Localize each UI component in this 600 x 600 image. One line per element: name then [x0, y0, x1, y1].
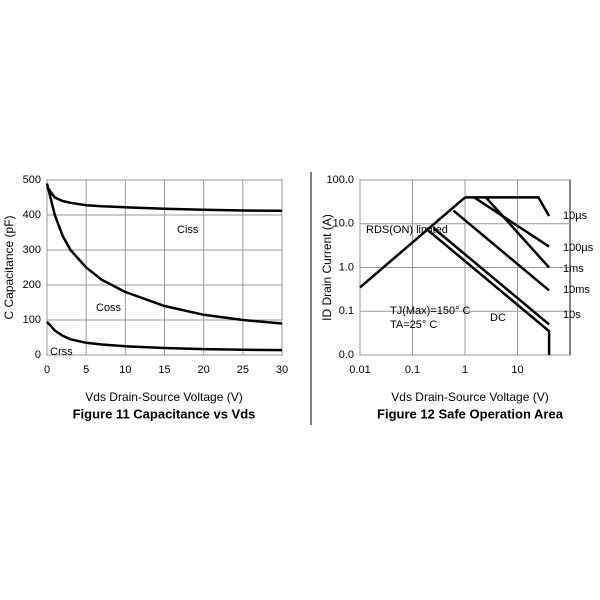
x-tick-label: 0.01 [349, 364, 370, 376]
series-line [359, 196, 466, 289]
y-axis-label: ID Drain Current (A) [320, 214, 334, 321]
y-tick-label: 0.1 [339, 305, 354, 317]
series-label: Crss [50, 346, 73, 358]
series-line [484, 196, 551, 269]
series-label: 10µs [563, 210, 588, 222]
x-axis-label: Vds Drain-Source Voltage (V) [85, 390, 242, 404]
series-label: DC [490, 312, 506, 324]
y-tick-label: 0.0 [339, 349, 354, 361]
series-line [465, 196, 551, 217]
series-label: RDS(ON) limited [366, 224, 448, 236]
x-tick-label: 15 [158, 364, 170, 376]
x-tick-label: 25 [237, 364, 249, 376]
series-label: 100µs [563, 242, 594, 254]
y-tick-label: 300 [23, 244, 41, 256]
y-tick-label: 400 [23, 209, 41, 221]
x-tick-label: 0.1 [405, 364, 420, 376]
y-axis-label: C Capacitance (pF) [2, 215, 16, 319]
x-tick-label: 10 [511, 364, 523, 376]
y-tick-label: 100 [23, 314, 41, 326]
chart-caption: Figure 12 Safe Operation Area [377, 406, 564, 421]
x-axis-label: Vds Drain-Source Voltage (V) [391, 390, 548, 404]
annotation: TA=25° C [390, 319, 437, 331]
series-line [452, 209, 550, 292]
series-line [473, 196, 550, 248]
series-label: 10ms [563, 284, 590, 296]
annotation: TJ(Max)=150° C [390, 305, 471, 317]
chart-caption: Figure 11 Capacitance vs Vds [73, 406, 256, 421]
x-tick-label: 10 [119, 364, 131, 376]
x-tick-label: 1 [462, 364, 468, 376]
series-label: 10s [563, 309, 581, 321]
x-tick-label: 5 [83, 364, 89, 376]
series-line [45, 186, 283, 213]
series-line [46, 320, 283, 352]
x-tick-label: 20 [198, 364, 210, 376]
series-line [427, 229, 551, 355]
series-label: Coss [96, 302, 122, 314]
x-tick-label: 30 [276, 364, 288, 376]
series-line [45, 183, 283, 325]
series-label: Ciss [177, 224, 199, 236]
series-label: 1ms [563, 263, 584, 275]
y-tick-label: 100.0 [326, 174, 354, 186]
x-tick-label: 0 [44, 364, 50, 376]
series-line [432, 227, 550, 326]
y-tick-label: 0 [35, 349, 41, 361]
y-tick-label: 200 [23, 279, 41, 291]
y-tick-label: 500 [23, 174, 41, 186]
y-tick-label: 1.0 [339, 261, 354, 273]
y-tick-label: 10.0 [333, 218, 354, 230]
